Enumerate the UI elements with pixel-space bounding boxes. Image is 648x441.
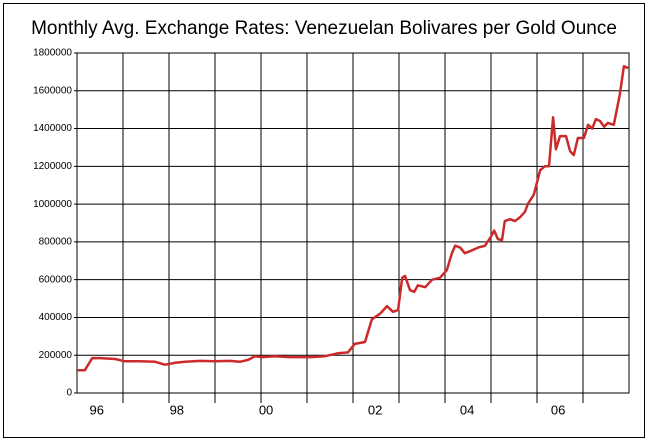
y-tick-label: 0	[66, 388, 72, 399]
x-tick-label: 02	[368, 402, 382, 417]
outer-frame	[3, 3, 645, 438]
data-line	[77, 64, 629, 372]
y-tick-label: 1600000	[33, 85, 72, 96]
y-tick-label: 1800000	[33, 48, 72, 59]
x-tick-label: 00	[259, 402, 273, 417]
plot-frame	[76, 52, 630, 394]
y-tick-label: 200000	[39, 350, 73, 361]
y-tick-label: 1400000	[33, 123, 72, 134]
y-tick-label: 800000	[39, 237, 73, 248]
x-tick-label: 96	[90, 402, 104, 417]
y-tick-label: 400000	[39, 312, 73, 323]
x-tick-label: 04	[460, 402, 474, 417]
y-tick-label: 600000	[39, 274, 73, 285]
x-tick-label: 06	[551, 402, 565, 417]
chart-title: Monthly Avg. Exchange Rates: Venezuelan …	[31, 18, 617, 39]
x-tick-label: 98	[170, 402, 184, 417]
y-tick-label: 1000000	[33, 199, 72, 210]
y-tick-label: 1200000	[33, 161, 72, 172]
